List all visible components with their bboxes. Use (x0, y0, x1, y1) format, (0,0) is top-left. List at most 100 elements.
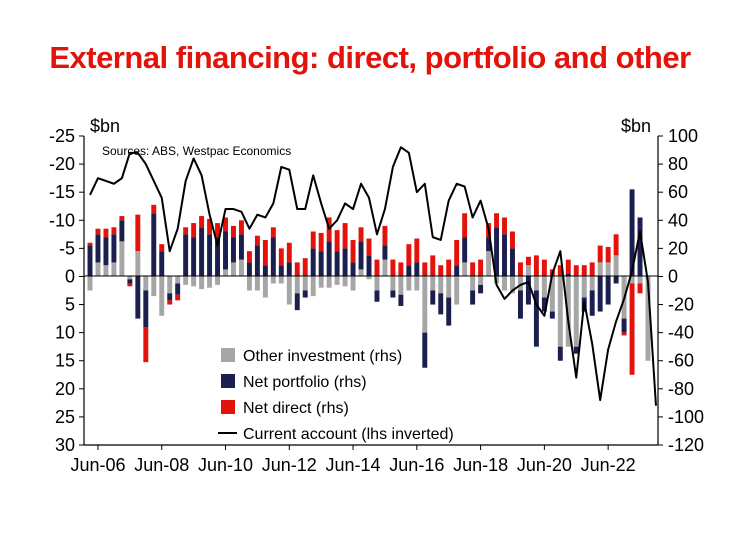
x-tick-label: Jun-12 (262, 455, 317, 475)
bar-other-investment-rhs (589, 276, 595, 291)
bar-net-portfolio-rhs (183, 234, 189, 277)
bar-other-investment-rhs (358, 269, 364, 277)
bar-net-portfolio-rhs (525, 276, 531, 305)
bar-net-portfolio-rhs (470, 290, 476, 305)
bar-net-portfolio-rhs (159, 251, 165, 277)
bar-other-investment-rhs (350, 276, 356, 291)
bar-net-direct-rhs (334, 230, 340, 252)
bar-other-investment-rhs (430, 276, 436, 291)
bar-other-investment-rhs (645, 276, 651, 361)
bar-net-direct-rhs (111, 227, 117, 235)
right-tick-label: -120 (668, 435, 704, 455)
x-tick-label: Jun-20 (517, 455, 572, 475)
bar-net-portfolio-rhs (310, 248, 316, 277)
legend-swatch-other-investment-rhs (221, 348, 235, 362)
bar-net-portfolio-rhs (143, 290, 149, 328)
bar-net-portfolio-rhs (286, 262, 292, 277)
bar-net-portfolio-rhs (191, 237, 197, 277)
bar-net-portfolio-rhs (494, 227, 500, 277)
bar-other-investment-rhs (238, 259, 244, 277)
bar-net-direct-rhs (557, 265, 563, 277)
bar-other-investment-rhs (398, 276, 404, 295)
bar-net-direct-rhs (231, 225, 236, 238)
bar-net-portfolio-rhs (478, 284, 484, 294)
bar-net-direct-rhs (438, 265, 444, 277)
bar-other-investment-rhs (549, 276, 555, 312)
right-tick-label: 40 (668, 210, 688, 230)
bar-net-direct-rhs (238, 220, 244, 235)
x-axis-ticks: Jun-06 Jun-08 Jun-10 Jun-12 Jun-14 Jun-16 Jun-… (70, 445, 636, 475)
bar-net-direct-rhs (294, 262, 300, 277)
bar-net-direct-rhs (517, 262, 523, 277)
bar-other-investment-rhs (246, 276, 252, 291)
bar-net-portfolio-rhs (406, 265, 412, 277)
bar-other-investment-rhs (111, 262, 117, 277)
x-tick-label: Jun-10 (198, 455, 253, 475)
left-tick-label: 15 (55, 351, 75, 371)
bar-other-investment-rhs (231, 262, 236, 277)
bar-net-portfolio-rhs (231, 237, 236, 263)
bar-other-investment-rhs (191, 276, 197, 287)
bar-net-portfolio-rhs (278, 265, 284, 277)
bar-net-direct-rhs (573, 265, 579, 277)
bar-net-direct-rhs (191, 223, 197, 238)
bar-net-direct-rhs (589, 262, 595, 277)
bar-net-direct-rhs (151, 204, 157, 214)
bar-net-direct-rhs (103, 228, 109, 238)
left-tick-label: 20 (55, 379, 75, 399)
bar-net-portfolio-rhs (382, 245, 388, 260)
bar-net-portfolio-rhs (613, 276, 619, 284)
bar-net-direct-rhs (629, 283, 635, 375)
right-tick-label: -20 (668, 295, 694, 315)
legend-label-current-account-lhs-inverted: Current account (lhs inverted) (243, 426, 454, 443)
bar-net-direct-rhs (406, 244, 412, 266)
bar-other-investment-rhs (581, 276, 587, 298)
x-tick-label: Jun-22 (581, 455, 636, 475)
bar-net-direct-rhs (350, 239, 356, 263)
right-tick-label: -100 (668, 407, 704, 427)
bar-other-investment-rhs (533, 276, 539, 291)
bar-other-investment-rhs (95, 262, 101, 277)
bar-net-portfolio-rhs (486, 237, 492, 252)
bar-net-direct-rhs (278, 248, 284, 266)
bar-other-investment-rhs (286, 276, 292, 305)
right-tick-label: -40 (668, 323, 694, 343)
bar-other-investment-rhs (486, 251, 492, 277)
bar-other-investment-rhs (462, 262, 468, 277)
bar-net-portfolio-rhs (446, 297, 452, 326)
legend-swatch-net-direct-rhs (221, 400, 235, 414)
bar-net-portfolio-rhs (119, 220, 125, 242)
bar-net-direct-rhs (95, 228, 101, 235)
bar-net-direct-rhs (525, 256, 531, 266)
bar-net-portfolio-rhs (629, 189, 635, 277)
bar-net-portfolio-rhs (541, 297, 547, 312)
bar-other-investment-rhs (103, 265, 109, 277)
bar-other-investment-rhs (637, 276, 643, 284)
bar-net-portfolio-rhs (246, 262, 252, 277)
bar-net-direct-rhs (494, 213, 500, 228)
bar-other-investment-rhs (143, 276, 149, 291)
bar-net-portfolio-rhs (605, 276, 611, 305)
bar-net-direct-rhs (167, 300, 173, 305)
bar-net-direct-rhs (143, 327, 149, 363)
bar-other-investment-rhs (374, 276, 380, 291)
bar-other-investment-rhs (223, 269, 228, 277)
bar-net-direct-rhs (254, 235, 260, 246)
bar-net-direct-rhs (223, 217, 228, 232)
right-tick-label: 60 (668, 182, 688, 202)
bar-net-direct-rhs (597, 245, 603, 263)
bar-net-direct-rhs (581, 265, 587, 277)
bar-net-direct-rhs (159, 244, 165, 252)
bar-net-portfolio-rhs (510, 248, 515, 277)
left-unit-label: $bn (90, 116, 120, 136)
legend-swatch-net-portfolio-rhs (221, 374, 235, 388)
bar-other-investment-rhs (422, 276, 428, 333)
bar-net-direct-rhs (270, 227, 276, 238)
bar-other-investment-rhs (262, 276, 268, 298)
bar-net-direct-rhs (502, 217, 507, 235)
bar-net-direct-rhs (342, 223, 348, 249)
bar-other-investment-rhs (151, 276, 157, 297)
bar-net-direct-rhs (358, 227, 364, 242)
bar-other-investment-rhs (454, 276, 460, 305)
